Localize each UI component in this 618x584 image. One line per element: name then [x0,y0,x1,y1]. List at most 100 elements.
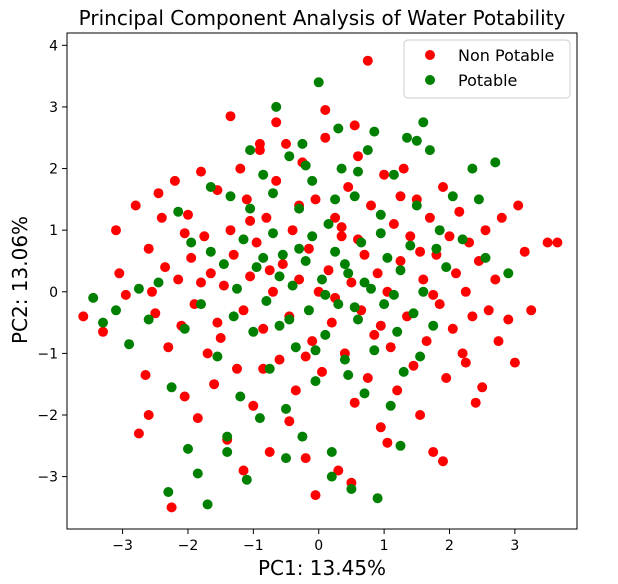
x-tick-label: 0 [314,538,323,554]
data-point [245,271,256,282]
data-point [78,311,89,322]
data-point [202,348,213,359]
data-point [133,428,144,439]
data-point [261,296,272,306]
data-point [310,490,321,501]
data-point [349,302,360,313]
data-point [179,228,190,239]
data-point [333,465,344,476]
data-point [385,400,396,411]
data-point [526,305,537,316]
data-point [333,299,344,310]
data-point [254,413,265,424]
data-point [248,326,259,337]
data-point [434,299,445,310]
data-point [300,351,311,362]
data-point [415,410,426,420]
data-point [163,342,174,353]
data-point [434,225,445,236]
data-point [366,283,376,294]
data-point [362,145,373,156]
data-point [343,182,354,192]
data-point [369,126,380,137]
data-point [98,317,108,328]
data-point [388,289,399,300]
data-point [333,123,344,134]
chart-title: Principal Component Analysis of Water Po… [79,6,566,30]
data-point [343,268,354,279]
data-point [317,366,327,377]
data-point [284,314,295,325]
data-point [235,391,246,402]
data-point [503,268,514,279]
data-point [228,249,239,260]
data-point [411,135,422,146]
y-tick-label: −2 [37,408,58,424]
data-point [297,431,308,442]
data-point [287,280,298,291]
data-point [290,342,301,353]
data-point [287,225,298,236]
data-point [382,252,393,263]
data-point [385,342,396,353]
data-point [300,160,311,171]
data-point [274,271,285,282]
data-point [473,194,484,205]
data-point [98,326,108,337]
data-point [418,274,429,285]
data-point [326,471,337,482]
legend-label-non-potable: Non Potable [458,46,554,65]
data-point [483,305,494,316]
data-point [307,175,318,186]
data-point [281,453,291,464]
data-point [375,209,386,220]
data-point [196,277,206,288]
data-point [196,299,206,310]
data-point [202,499,213,510]
data-point [467,311,478,322]
data-point [281,403,291,414]
data-point [310,376,321,387]
data-point [297,138,308,149]
data-point [395,256,406,266]
data-point [186,237,197,248]
data-point [330,246,341,257]
data-point [379,299,390,310]
data-point [356,237,367,248]
data-point [143,410,154,420]
data-point [339,354,350,365]
data-point [192,413,203,424]
data-point [277,249,288,260]
data-point [307,231,318,242]
data-point [320,329,331,340]
data-point [192,468,203,479]
data-point [245,145,256,156]
data-point [388,169,399,180]
data-point [330,212,341,223]
data-point [349,191,360,202]
data-point [509,357,520,368]
data-point [218,259,229,270]
data-point [294,243,305,254]
legend: Non Potable Potable [403,39,571,99]
data-point [346,484,357,494]
data-point [336,163,347,174]
x-axis: −3 −2 −1 0 1 2 3 [112,529,519,554]
x-tick-label: −1 [243,538,264,554]
data-point [225,111,236,122]
plot-frame [66,32,578,530]
data-point [320,105,331,115]
data-point [215,333,226,343]
data-point [303,243,314,254]
data-point [330,194,341,205]
data-point [441,262,452,273]
data-point [431,243,442,254]
data-point [258,323,269,334]
data-point [264,363,275,374]
y-tick-label: 1 [49,223,58,239]
legend-label-potable: Potable [458,71,517,90]
y-tick-label: 4 [49,38,58,54]
data-point [428,447,439,457]
data-point [153,277,164,288]
data-point [290,385,301,396]
